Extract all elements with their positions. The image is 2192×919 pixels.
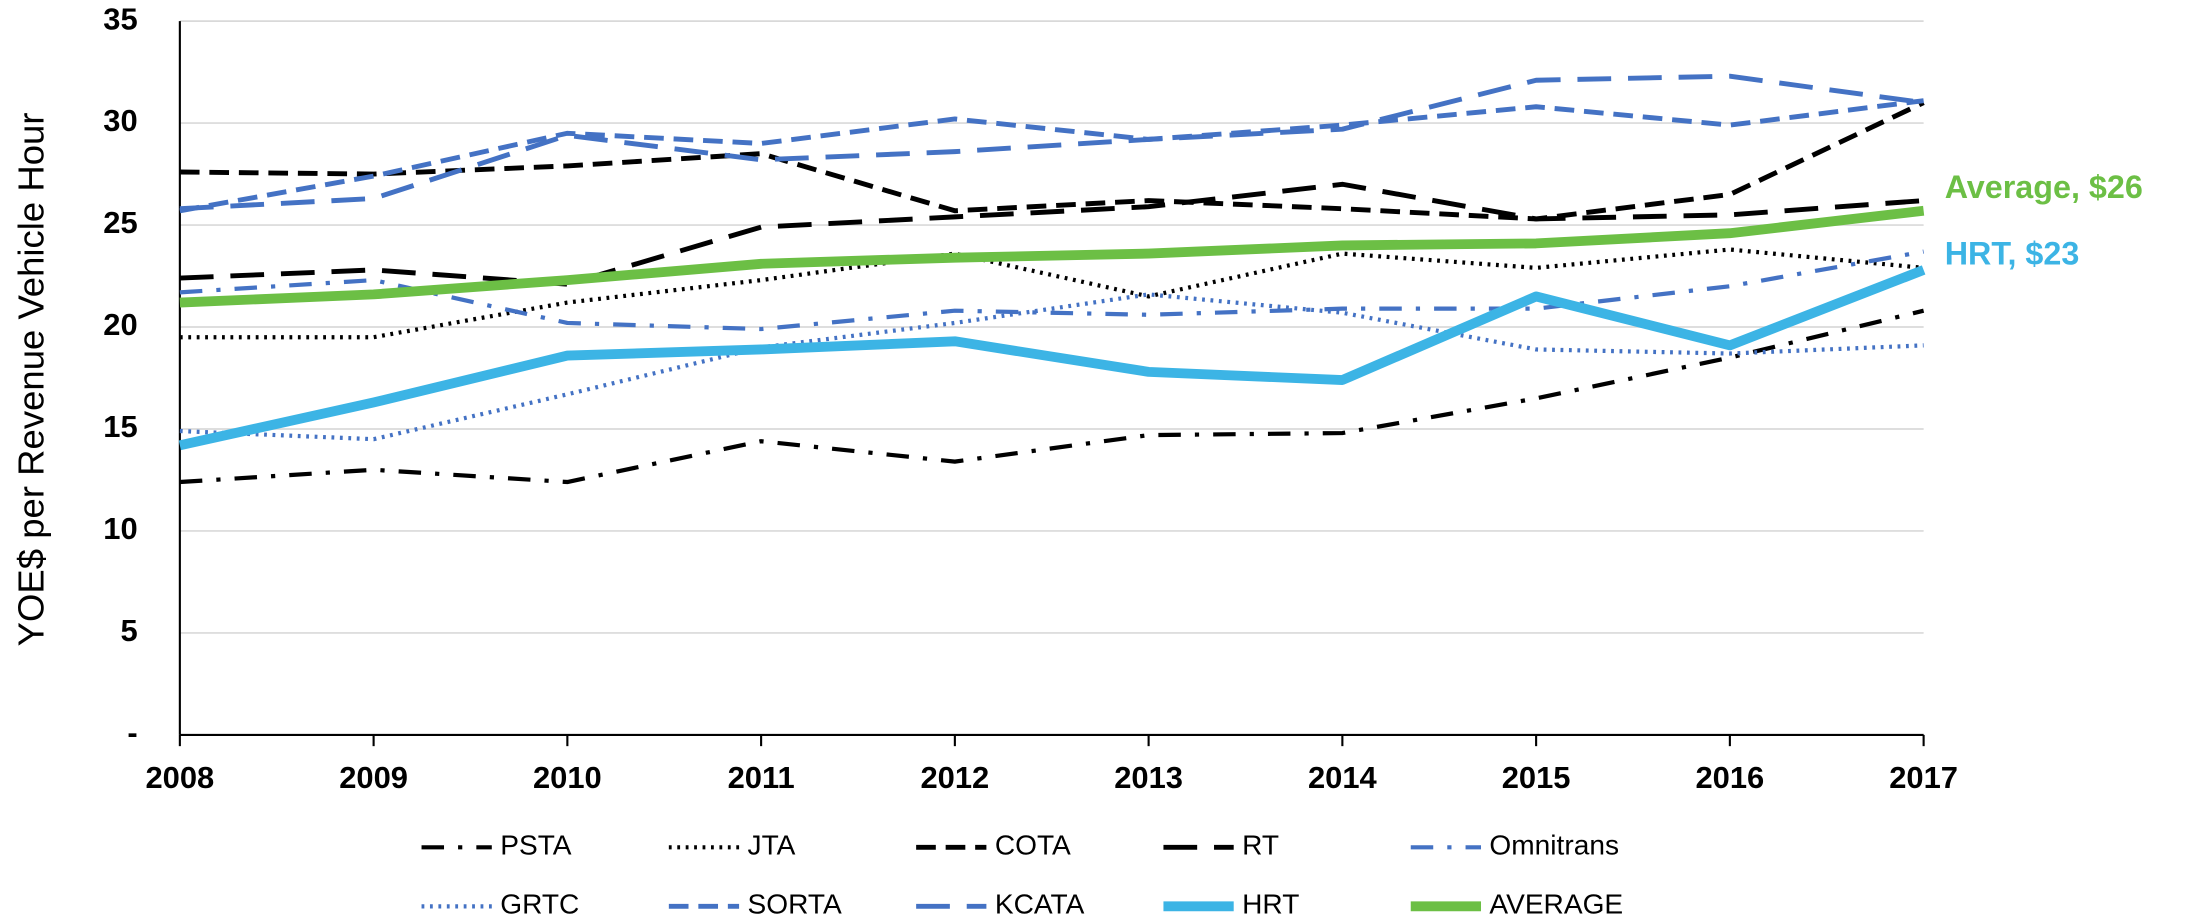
legend-label: RT — [1242, 830, 1279, 861]
series-line — [179, 249, 1924, 332]
y-tick-label: 25 — [103, 205, 137, 240]
legend-label: HRT — [1242, 889, 1299, 919]
annotation: HRT, $23 — [1945, 235, 2080, 271]
x-tick-label: 2009 — [339, 760, 408, 795]
y-tick-label: 5 — [120, 613, 137, 648]
x-tick-label: 2017 — [1889, 760, 1958, 795]
legend-label: AVERAGE — [1489, 889, 1623, 919]
y-axis-label: YOE$ per Revenue Vehicle Hour — [10, 112, 51, 646]
y-tick-label: 15 — [103, 409, 137, 444]
legend-label: GRTC — [500, 889, 579, 919]
series-line — [179, 292, 1924, 442]
series-line — [179, 205, 1925, 308]
x-tick-label: 2011 — [728, 760, 795, 795]
x-tick-label: 2014 — [1308, 760, 1378, 795]
series-line — [179, 181, 1924, 287]
series-line — [179, 100, 1925, 222]
series-line — [179, 308, 1925, 485]
x-tick-label: 2010 — [533, 760, 602, 795]
y-tick-label: 35 — [103, 1, 137, 36]
y-tick-label: 30 — [103, 103, 137, 138]
legend-label: Omnitrans — [1489, 830, 1619, 861]
legend-label: KCATA — [995, 889, 1085, 919]
legend-label: COTA — [995, 830, 1071, 861]
y-tick-label: 20 — [103, 307, 137, 342]
series-line — [179, 98, 1924, 214]
legend-label: SORTA — [748, 889, 842, 919]
legend-label: PSTA — [500, 830, 572, 861]
y-tick-label: - — [127, 715, 137, 750]
x-tick-label: 2008 — [145, 760, 214, 795]
annotation: Average, $26 — [1945, 169, 2143, 205]
x-tick-label: 2013 — [1114, 760, 1183, 795]
x-tick-label: 2012 — [920, 760, 989, 795]
x-tick-label: 2016 — [1695, 760, 1764, 795]
y-tick-label: 10 — [103, 511, 137, 546]
series-line — [179, 73, 1924, 212]
series-line — [178, 265, 1926, 451]
legend-label: JTA — [748, 830, 796, 861]
x-tick-label: 2015 — [1502, 760, 1571, 795]
series-line — [179, 247, 1924, 340]
